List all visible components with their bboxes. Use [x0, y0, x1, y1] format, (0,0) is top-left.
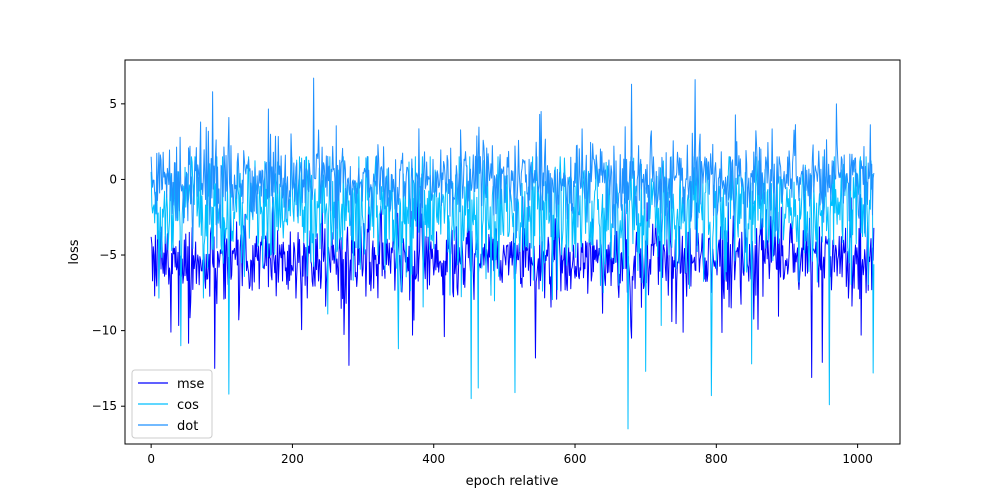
x-tick-label: 800 — [705, 452, 728, 466]
legend-label-dot: dot — [177, 419, 198, 434]
series-layer — [150, 77, 875, 430]
legend: mse cos dot — [131, 369, 213, 439]
legend-label-mse: mse — [177, 377, 204, 392]
plot-frame — [124, 59, 901, 445]
series-line-cos — [150, 156, 875, 430]
y-axis-label: loss — [67, 239, 82, 264]
legend-label-cos: cos — [177, 398, 199, 413]
legend-box — [131, 369, 213, 439]
x-tick-label: 600 — [564, 452, 587, 466]
x-tick-label: 0 — [147, 452, 155, 466]
y-tick-label: −15 — [92, 399, 117, 413]
x-tick-label: 1000 — [842, 452, 873, 466]
x-axis-label: epoch relative — [466, 474, 559, 489]
y-tick-label: 5 — [109, 97, 117, 111]
x-tick-label: 400 — [422, 452, 445, 466]
y-tick-label: −5 — [99, 248, 117, 262]
series-line-dot — [150, 77, 875, 262]
y-tick-label: −10 — [92, 324, 117, 338]
y-tick-label: 0 — [109, 172, 117, 186]
x-tick-label: 200 — [281, 452, 304, 466]
series-line-mse — [150, 194, 875, 378]
x-axis-ticks: 0 200 400 600 800 1000 — [147, 444, 873, 466]
y-axis-ticks: −15 −10 −5 0 5 — [92, 97, 125, 413]
